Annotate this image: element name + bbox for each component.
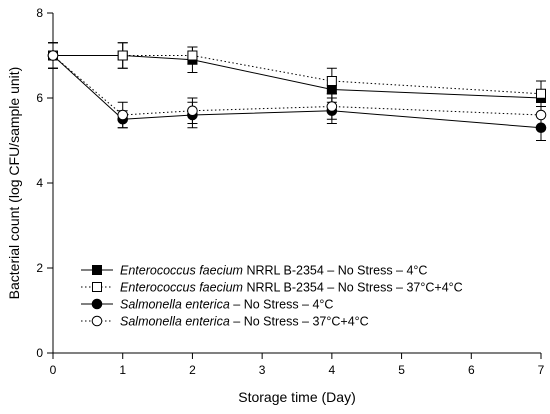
- legend-marker: [92, 282, 102, 292]
- legend-marker: [92, 265, 102, 275]
- legend-item-2: Enterococcus faecium NRRL B-2354 – No St…: [81, 281, 463, 295]
- legend-item-1: Enterococcus faecium NRRL B-2354 – No St…: [81, 264, 427, 278]
- series-2: [48, 42, 546, 107]
- data-point: [535, 109, 547, 121]
- legend-label: Enterococcus faecium NRRL B-2354 – No St…: [120, 264, 427, 278]
- y-tick-label: 6: [36, 91, 43, 105]
- data-point: [326, 101, 338, 112]
- x-tick-label: 4: [329, 363, 336, 377]
- series-layer: [47, 42, 547, 141]
- x-tick-label: 3: [259, 363, 266, 377]
- series-4: [47, 42, 547, 129]
- legend-label: Salmonella enterica – No Stress – 37°C+4…: [120, 315, 369, 329]
- legend-marker: [91, 315, 103, 327]
- legend-label: Enterococcus faecium NRRL B-2354 – No St…: [120, 281, 463, 295]
- data-point: [47, 50, 59, 61]
- axes: 0 1 2 3 4 5 6 7 0 2 4 6 8: [36, 6, 544, 377]
- x-tick-label: 0: [50, 363, 57, 377]
- data-point: [536, 88, 546, 99]
- legend-label: Salmonella enterica – No Stress – 4°C: [120, 298, 333, 312]
- x-axis-title: Storage time (Day): [238, 389, 355, 405]
- legend-item-4: Salmonella enterica – No Stress – 37°C+4…: [81, 315, 369, 329]
- legend-item-3: Salmonella enterica – No Stress – 4°C: [81, 298, 333, 312]
- series-line: [52, 55, 542, 116]
- series-line: [53, 55, 542, 99]
- data-point: [117, 50, 128, 61]
- y-tick-label: 0: [36, 346, 43, 360]
- legend: Enterococcus faecium NRRL B-2354 – No St…: [81, 264, 463, 329]
- x-tick-label: 1: [119, 363, 126, 377]
- x-tick-label: 7: [538, 363, 545, 377]
- legend-marker: [91, 298, 103, 310]
- y-tick-label: 8: [36, 6, 43, 20]
- series-line: [53, 55, 542, 95]
- data-point: [117, 109, 129, 121]
- y-tick-label: 2: [36, 261, 43, 275]
- data-point: [187, 105, 198, 117]
- y-tick-label: 4: [36, 176, 43, 190]
- data-point: [187, 50, 198, 61]
- y-axis-title: Bacterial count (log CFU/sample unit): [6, 67, 22, 300]
- data-point: [326, 76, 337, 86]
- x-tick-label: 5: [398, 363, 405, 377]
- x-tick-label: 2: [189, 363, 196, 377]
- x-tick-label: 6: [468, 363, 475, 377]
